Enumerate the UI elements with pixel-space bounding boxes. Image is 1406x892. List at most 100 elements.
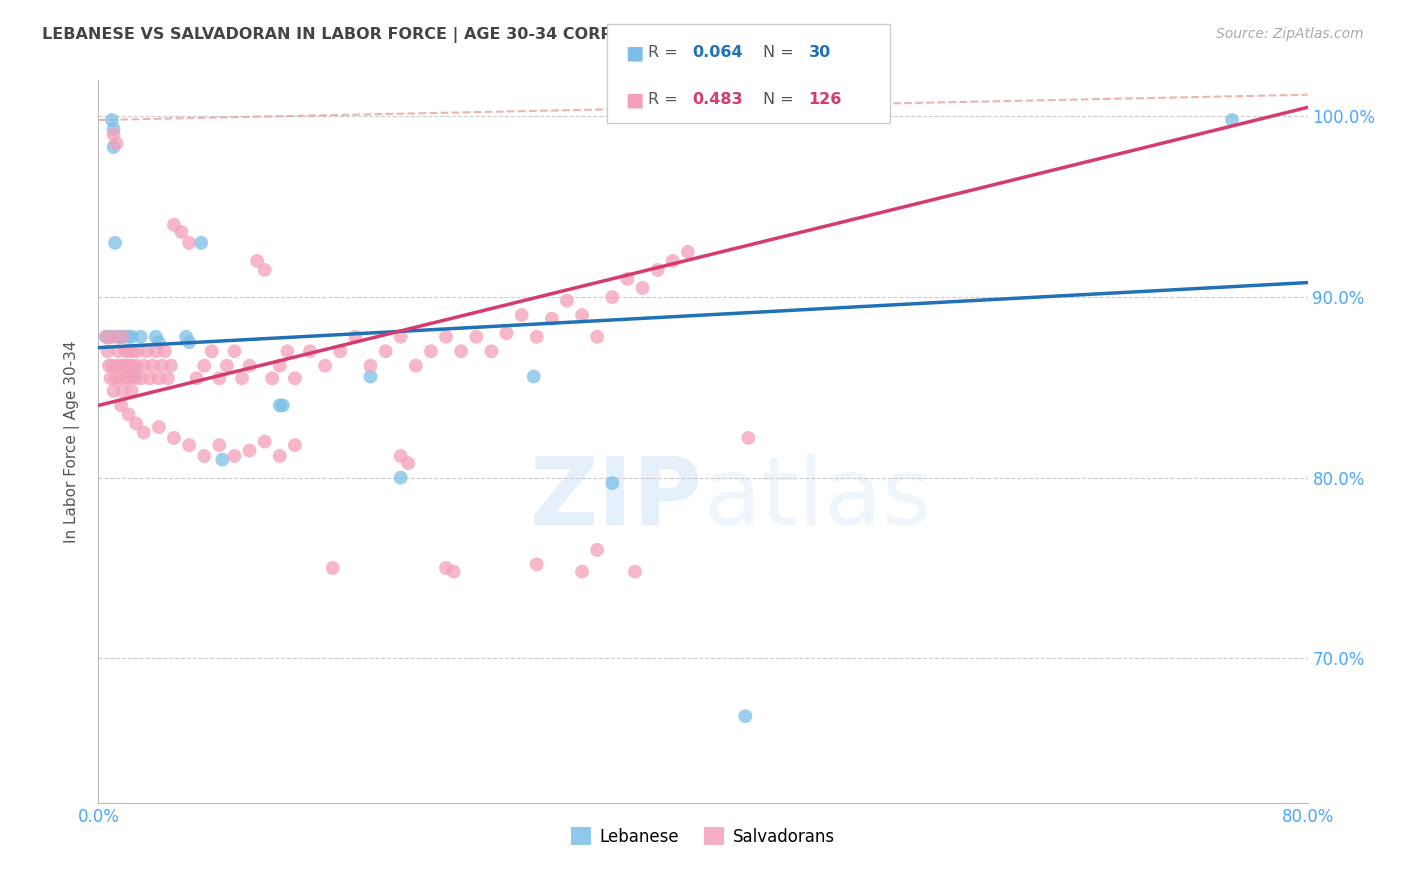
Point xyxy=(269,359,291,373)
Point xyxy=(1220,113,1243,128)
Point xyxy=(160,359,183,373)
Point xyxy=(676,244,699,259)
Point xyxy=(269,449,291,463)
Point xyxy=(94,330,117,344)
Text: 126: 126 xyxy=(808,92,842,107)
Point xyxy=(118,371,141,385)
Point xyxy=(269,398,291,412)
Point xyxy=(139,371,162,385)
Point xyxy=(624,565,647,579)
Point xyxy=(153,344,176,359)
Point xyxy=(360,369,382,384)
Point xyxy=(145,330,167,344)
Point xyxy=(465,330,488,344)
Point xyxy=(253,263,276,277)
Point xyxy=(555,293,578,308)
Text: LEBANESE VS SALVADORAN IN LABOR FORCE | AGE 30-34 CORRELATION CHART: LEBANESE VS SALVADORAN IN LABOR FORCE | … xyxy=(42,27,755,43)
Point xyxy=(344,330,367,344)
Point xyxy=(631,281,654,295)
Point xyxy=(148,371,170,385)
Point xyxy=(262,371,284,385)
Point xyxy=(108,371,131,385)
Point xyxy=(104,235,127,250)
Point xyxy=(96,344,118,359)
Point xyxy=(121,359,143,373)
Point xyxy=(101,359,124,373)
Point xyxy=(616,272,638,286)
Point xyxy=(100,371,122,385)
Point xyxy=(124,371,146,385)
Point xyxy=(105,359,128,373)
Point xyxy=(540,311,562,326)
Point xyxy=(571,565,593,579)
Point xyxy=(122,344,145,359)
Point xyxy=(94,330,117,344)
Point xyxy=(107,344,129,359)
Point xyxy=(135,344,157,359)
Point xyxy=(586,542,609,557)
Point xyxy=(98,359,121,373)
Point xyxy=(396,456,419,470)
Point xyxy=(602,290,624,304)
Point xyxy=(103,140,125,154)
Point xyxy=(163,431,186,445)
Point xyxy=(239,443,262,458)
Text: 30: 30 xyxy=(808,45,831,61)
Point xyxy=(314,359,336,373)
Point xyxy=(104,371,127,385)
Point xyxy=(124,369,146,384)
Text: N =: N = xyxy=(763,92,794,107)
Point xyxy=(118,330,141,344)
Legend: Lebanese, Salvadorans: Lebanese, Salvadorans xyxy=(565,821,841,852)
Text: N =: N = xyxy=(763,45,794,61)
Point xyxy=(510,308,533,322)
Point xyxy=(111,330,134,344)
Text: ZIP: ZIP xyxy=(530,453,703,545)
Point xyxy=(215,359,238,373)
Text: atlas: atlas xyxy=(703,453,931,545)
Point xyxy=(101,113,124,128)
Point xyxy=(100,330,122,344)
Point xyxy=(132,359,155,373)
Point xyxy=(523,369,546,384)
Point xyxy=(231,371,253,385)
Point xyxy=(103,384,125,398)
Point xyxy=(737,431,759,445)
Point xyxy=(450,344,472,359)
Point xyxy=(132,425,155,440)
Point xyxy=(98,330,121,344)
Text: R =: R = xyxy=(648,92,678,107)
Point xyxy=(179,438,201,452)
Point xyxy=(148,420,170,434)
Point xyxy=(190,235,212,250)
Point xyxy=(108,330,131,344)
Point xyxy=(201,344,224,359)
Text: 0.483: 0.483 xyxy=(692,92,742,107)
Point xyxy=(246,253,269,268)
Point xyxy=(602,476,624,491)
Point xyxy=(571,308,593,322)
Point xyxy=(208,371,231,385)
Point xyxy=(114,371,136,385)
Point xyxy=(186,371,208,385)
Point xyxy=(193,359,215,373)
Y-axis label: In Labor Force | Age 30-34: In Labor Force | Age 30-34 xyxy=(63,340,80,543)
Point xyxy=(129,330,152,344)
Point xyxy=(111,330,134,344)
Point xyxy=(105,136,128,151)
Point xyxy=(156,371,179,385)
Point xyxy=(299,344,322,359)
Point xyxy=(211,452,233,467)
Point xyxy=(374,344,396,359)
Point xyxy=(253,434,276,449)
Point xyxy=(129,371,152,385)
Point xyxy=(586,330,609,344)
Point xyxy=(110,330,132,344)
Text: Source: ZipAtlas.com: Source: ZipAtlas.com xyxy=(1216,27,1364,41)
Point xyxy=(360,359,382,373)
Point xyxy=(526,558,548,572)
Point xyxy=(114,344,136,359)
Point xyxy=(148,335,170,350)
Point xyxy=(434,561,457,575)
Point xyxy=(389,330,412,344)
